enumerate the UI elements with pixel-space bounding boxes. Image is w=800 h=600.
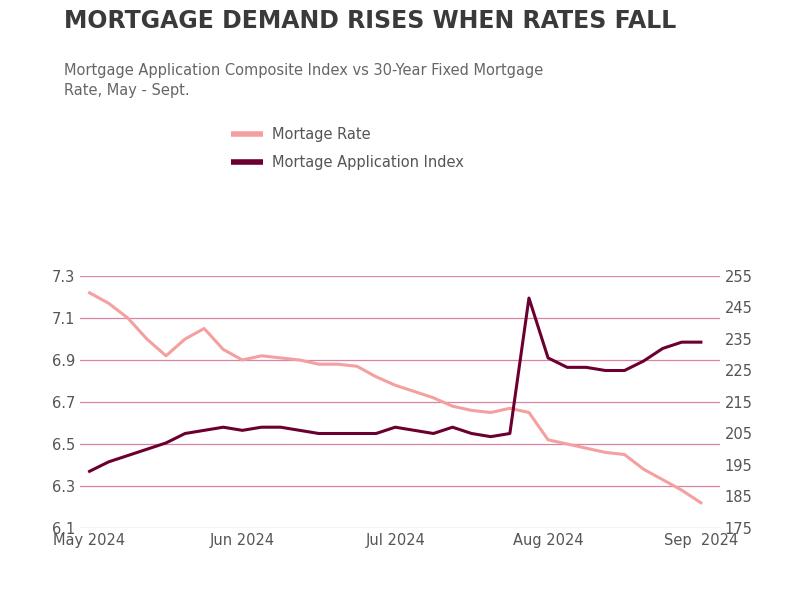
Text: MORTGAGE DEMAND RISES WHEN RATES FALL: MORTGAGE DEMAND RISES WHEN RATES FALL xyxy=(64,9,676,33)
Text: Mortgage Application Composite Index vs 30-Year Fixed Mortgage
Rate, May - Sept.: Mortgage Application Composite Index vs … xyxy=(64,63,543,98)
Legend: Mortage Rate, Mortage Application Index: Mortage Rate, Mortage Application Index xyxy=(231,127,464,170)
